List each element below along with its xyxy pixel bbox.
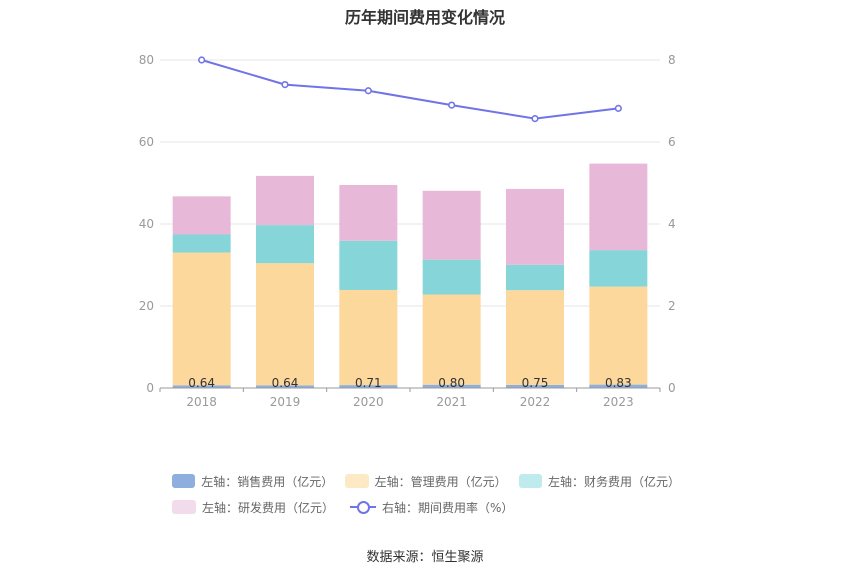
legend-label-rate: 右轴：期间费用率（%）	[382, 500, 514, 515]
bar-finance[interactable]	[589, 250, 648, 287]
bar-data-label: 0.75	[522, 376, 549, 390]
legend-label-admin: 左轴：管理费用（亿元）	[374, 474, 507, 489]
bar-sales[interactable]	[256, 385, 314, 388]
legend-swatch-rate	[350, 500, 377, 514]
legend-swatch-sales	[172, 474, 196, 488]
bar-data-label: 0.83	[605, 376, 632, 390]
bar-rnd[interactable]	[256, 175, 314, 226]
legend-swatch-rnd	[172, 500, 196, 514]
bar-sales[interactable]	[589, 384, 648, 388]
legend-label-rnd: 左轴：研发费用（亿元）	[202, 500, 335, 515]
rate-point[interactable]	[198, 56, 206, 64]
bar-admin[interactable]	[172, 252, 231, 386]
left-axis-tick-label: 60	[139, 135, 154, 149]
rate-point[interactable]	[614, 104, 622, 112]
bar-finance[interactable]	[339, 240, 398, 290]
right-axis-tick-label: 6	[668, 135, 676, 149]
legend-swatch-finance	[518, 474, 542, 488]
chart-title: 历年期间费用变化情况	[344, 8, 505, 27]
rate-point[interactable]	[448, 101, 456, 109]
x-axis-tick-label: 2021	[436, 395, 467, 409]
x-axis-tick-label: 2023	[603, 395, 634, 409]
bar-sales[interactable]	[422, 384, 481, 388]
bar-sales[interactable]	[506, 384, 564, 388]
legend-label-finance: 左轴：财务费用（亿元）	[547, 474, 680, 489]
bar-admin[interactable]	[422, 294, 481, 385]
rate-point[interactable]	[531, 115, 539, 123]
left-axis-tick-label: 0	[146, 381, 154, 395]
rate-line-series	[198, 56, 622, 123]
rate-point[interactable]	[281, 80, 289, 89]
bar-sales[interactable]	[172, 385, 231, 388]
bar-admin[interactable]	[589, 286, 648, 385]
x-axis-tick-label: 2020	[353, 395, 384, 409]
x-axis-tick-label: 2019	[270, 395, 301, 409]
bar-data-label: 0.80	[438, 376, 465, 390]
data-source-note: 数据来源：恒生聚源	[366, 550, 484, 565]
bar-rnd[interactable]	[589, 163, 648, 251]
bar-finance[interactable]	[172, 234, 231, 253]
legend-swatch-admin	[345, 474, 369, 488]
legend-label-sales: 左轴：销售费用（亿元）	[201, 474, 334, 489]
bar-series	[172, 163, 648, 388]
rate-line	[201, 59, 619, 120]
bar-rnd[interactable]	[172, 196, 231, 235]
bar-rnd[interactable]	[422, 190, 481, 260]
legend: 左轴：销售费用（亿元） 左轴：管理费用（亿元） 左轴：财务费用（亿元） 左轴：研…	[172, 472, 692, 524]
right-axis-tick-label: 0	[668, 381, 676, 395]
left-axis-tick-label: 40	[139, 217, 154, 231]
bar-rnd[interactable]	[339, 185, 398, 241]
bar-data-label: 0.64	[188, 376, 215, 390]
bar-finance[interactable]	[256, 225, 314, 264]
axes: 0 20 40 60 80 0 2 4 6 8 2018 2019 2020 2021 2022 2023	[139, 53, 676, 409]
x-axis-tick-label: 2018	[186, 395, 217, 409]
bar-data-label: 0.71	[355, 376, 382, 390]
legend-item-sales[interactable]: 左轴：销售费用（亿元）	[172, 473, 334, 490]
bar-data-label: 0.64	[272, 376, 299, 390]
x-axis-tick-label: 2022	[520, 395, 551, 409]
right-axis-tick-label: 4	[668, 217, 676, 231]
chart-plot: 0 20 40 60 80 0 2 4 6 8 2018 2019 2020 2021 2022 2023 0…	[139, 53, 676, 409]
gridlines	[160, 59, 660, 307]
left-axis-tick-label: 20	[139, 299, 154, 313]
right-axis-tick-label: 2	[668, 299, 676, 313]
bar-admin[interactable]	[256, 263, 314, 386]
rate-point[interactable]	[364, 87, 372, 95]
bar-sales[interactable]	[339, 385, 398, 388]
left-axis-tick-label: 80	[139, 53, 154, 67]
right-axis-tick-label: 8	[668, 53, 676, 67]
bar-admin[interactable]	[506, 290, 564, 385]
bar-rnd[interactable]	[506, 188, 564, 265]
legend-item-finance[interactable]: 左轴：财务费用（亿元）	[518, 473, 680, 490]
legend-item-admin[interactable]: 左轴：管理费用（亿元）	[345, 473, 507, 490]
bar-finance[interactable]	[422, 259, 481, 295]
bar-finance[interactable]	[506, 264, 564, 291]
legend-item-rate[interactable]: 右轴：期间费用率（%）	[350, 499, 513, 516]
data-labels: 0.64 0.64 0.71 0.80 0.75 0.83	[188, 376, 631, 390]
legend-item-rnd[interactable]: 左轴：研发费用（亿元）	[172, 499, 334, 516]
bar-admin[interactable]	[339, 289, 398, 386]
